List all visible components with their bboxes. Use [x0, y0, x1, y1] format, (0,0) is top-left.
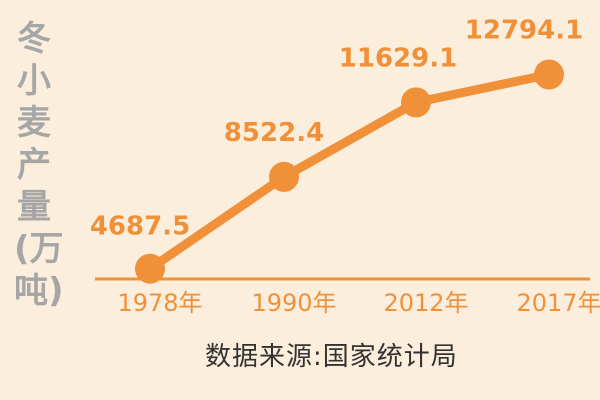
data-point [534, 59, 564, 90]
data-point [135, 253, 165, 284]
data-label: 4687.5 [90, 212, 190, 242]
data-label: 12794.1 [465, 16, 583, 46]
x-tick-label: 2012年 [383, 289, 468, 317]
data-source-note: 数据来源:国家统计局 [205, 342, 458, 372]
data-label: 8522.4 [224, 118, 324, 148]
x-tick-label: 1990年 [251, 289, 336, 317]
x-tick-label: 2017年 [516, 289, 600, 317]
data-point [401, 87, 431, 118]
x-tick-label: 1978年 [117, 289, 202, 317]
data-point [269, 161, 299, 192]
data-label: 11629.1 [339, 43, 457, 73]
series-line [145, 70, 554, 274]
